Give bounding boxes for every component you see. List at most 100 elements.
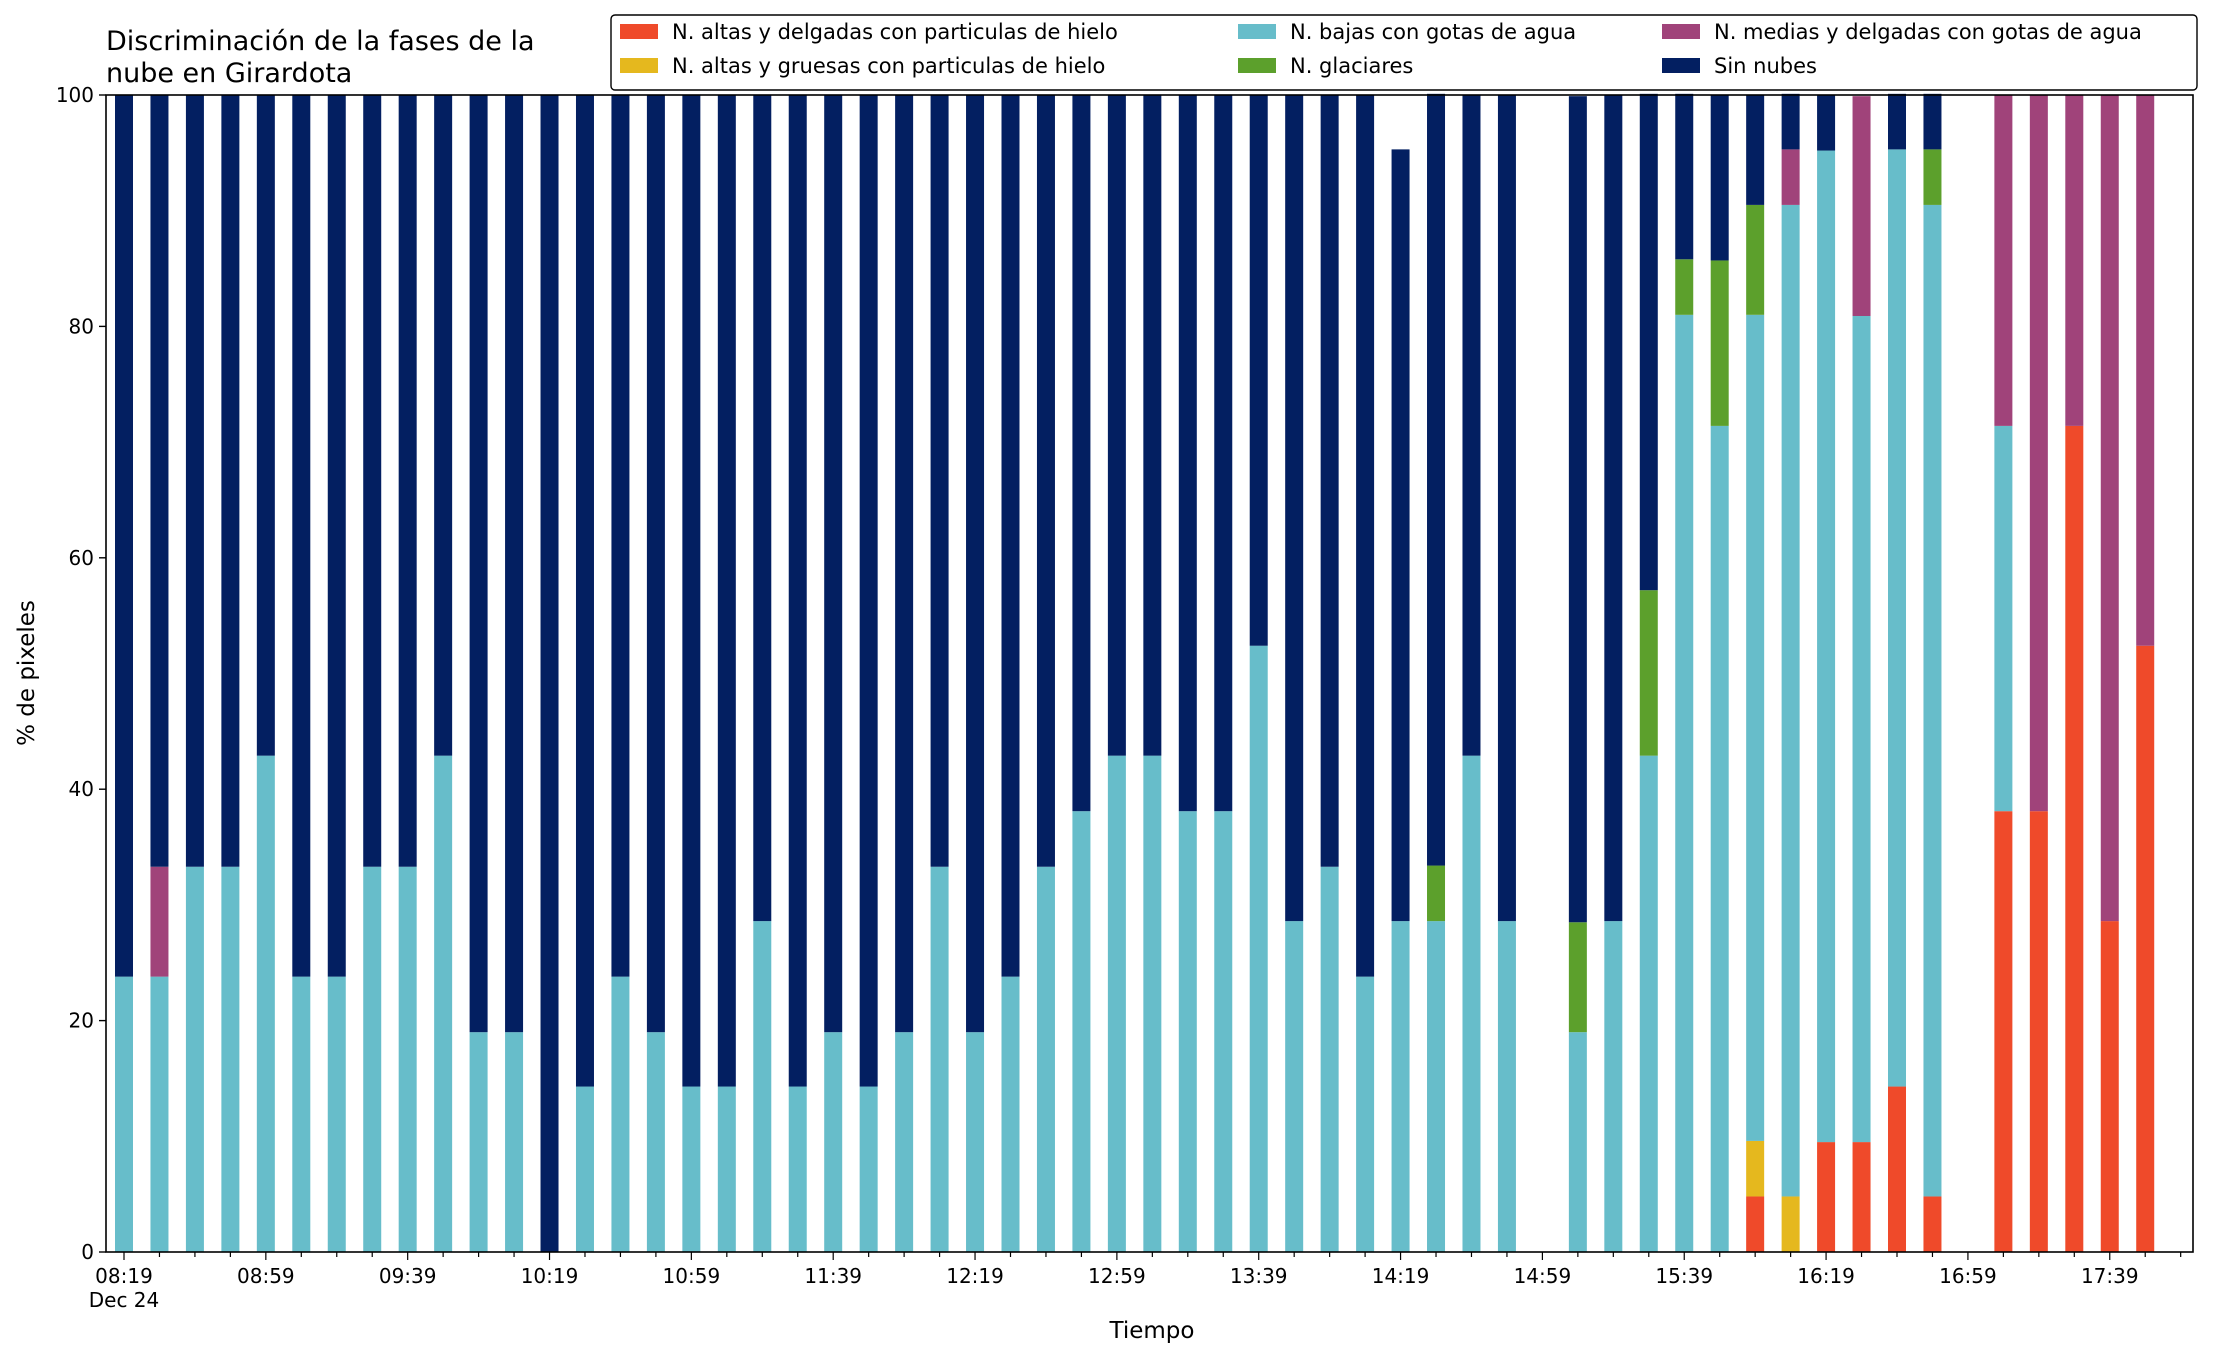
legend-swatch [1238,58,1276,73]
bar-segment [1675,259,1694,315]
bar-segment [1817,95,1836,151]
bar-segment [1285,95,1304,922]
bar-segment [1781,204,1800,1197]
bar-segment [1746,1140,1765,1197]
bar-segment [1675,93,1694,260]
bar-segment [1675,314,1694,1253]
bar-segment [824,95,843,1033]
legend-label: N. glaciares [1290,54,1413,78]
bar-segment [1710,260,1729,426]
bar-segment [788,95,807,1087]
x-tick-label: 08:59 [237,1264,295,1288]
x-tick-label: 09:39 [379,1264,437,1288]
bar-segment [753,921,772,1252]
bar-segment [505,95,524,1033]
bar-segment [930,95,949,867]
x-tick-label: 14:59 [1514,1264,1572,1288]
bar-segment [2029,811,2048,1252]
bar-segment [1143,95,1162,756]
legend-label: N. medias y delgadas con gotas de agua [1714,20,2142,44]
bar-segment [1462,95,1481,756]
bar-segment [1994,425,2013,812]
bar-segment [966,95,985,1033]
bar-segment [1781,149,1800,205]
bar-segment [611,976,630,1252]
bar-segment [2029,95,2048,812]
bar-segment [966,1032,985,1252]
x-tick-label: 14:19 [1372,1264,1430,1288]
bar-segment [327,95,346,977]
bar-segment [1214,811,1233,1252]
plot-frame [105,94,2194,1253]
legend-label: N. altas y delgadas con particulas de hi… [672,20,1118,44]
x-tick-label: 12:59 [1088,1264,1146,1288]
bar-segment [1923,149,1942,205]
bar-segment [1356,976,1375,1252]
bar-segment [575,95,594,1087]
bar-segment [1639,590,1658,756]
bar-segment [1178,95,1197,812]
bar-segment [221,866,240,1252]
bar-segment [682,1086,701,1252]
bar-segment [115,95,133,977]
bar-segment [1817,150,1836,1143]
bar-segment [221,95,240,867]
bar-segment [1746,314,1765,1141]
legend-label: N. bajas con gotas de agua [1290,20,1576,44]
bar-segment [469,1032,488,1252]
bar-segment [1923,204,1942,1197]
bar-segment [1320,95,1339,867]
bar-segment [895,95,914,1033]
bar-segment [1107,95,1126,756]
bar-segment [1249,645,1268,1252]
bar-segment [1001,976,1020,1252]
bars-layer [115,93,2155,1253]
bar-segment [895,1032,914,1252]
bar-segment [1639,93,1658,591]
bar-segment [469,95,488,1033]
bar-segment [1497,921,1516,1252]
x-axis: 08:19 08:59 09:39 10:19 10:59 11:39 12:19 12:59… [89,1252,2182,1312]
bar-segment [1391,921,1410,1252]
bar-segment [1568,922,1587,1033]
bar-segment [2100,921,2119,1252]
bar-segment [1143,755,1162,1252]
bar-segment [1356,95,1375,977]
bar-segment [2065,95,2084,426]
x-tick-label: 10:59 [663,1264,721,1288]
x-tick-label: 13:39 [1230,1264,1288,1288]
bar-segment [1710,95,1729,261]
bar-segment [150,95,169,867]
bar-segment [2136,645,2155,1252]
bar-segment [1462,755,1481,1252]
bar-segment [1320,866,1339,1252]
bar-segment [327,976,346,1252]
bar-segment [256,755,275,1252]
bar-segment [1888,149,1906,1087]
bar-segment [363,866,382,1252]
bar-segment [1427,921,1446,1252]
legend-swatch [620,58,658,73]
y-axis: 0 20 40 60 80 100 [56,83,106,1264]
bar-segment [434,755,453,1252]
chart-title-line1: Discriminación de la fases de la [106,26,535,57]
bar-segment [150,976,169,1252]
y-tick-label: 20 [69,1009,94,1033]
bar-segment [1427,93,1446,866]
y-tick-label: 60 [69,546,94,570]
bar-segment [1888,93,1906,150]
bar-segment [1427,865,1446,922]
bar-segment [1923,1196,1942,1252]
legend-swatch [620,24,658,39]
bar-segment [1923,93,1942,150]
y-tick-label: 0 [81,1240,94,1264]
legend-swatch [1662,24,1700,39]
bar-segment [1178,811,1197,1252]
bar-segment [1888,1086,1906,1252]
bar-segment [859,1086,878,1252]
bar-segment [256,95,275,756]
bar-segment [1568,96,1587,923]
bar-segment [1639,755,1658,1252]
bar-segment [611,95,630,977]
bar-segment [575,1086,594,1252]
